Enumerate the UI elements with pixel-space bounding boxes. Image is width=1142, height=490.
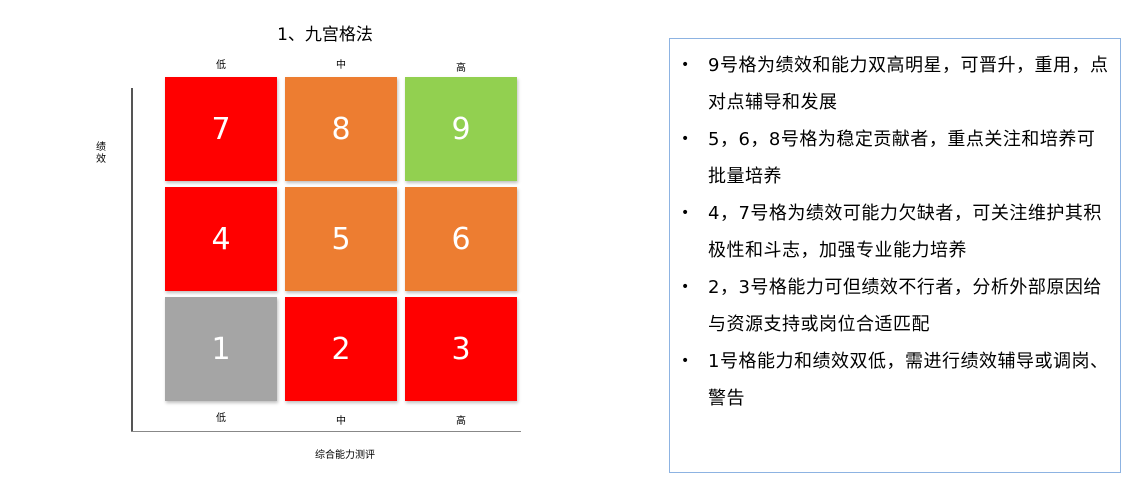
top-label-high: 高 bbox=[456, 63, 466, 74]
x-axis-label: 综合能力测评 bbox=[315, 450, 375, 461]
y-axis-label: 绩效 bbox=[96, 142, 106, 165]
grid-cell-1: 1 bbox=[165, 297, 277, 401]
grid-cell-8: 8 bbox=[285, 77, 397, 181]
bullet-item: 2，3号格能力可但绩效不行者，分析外部原因给与资源支持或岗位合适匹配 bbox=[681, 269, 1110, 343]
grid-cell-5: 5 bbox=[285, 187, 397, 291]
explanation-box: 9号格为绩效和能力双高明星，可晋升，重用，点对点辅导和发展 5，6，8号格为稳定… bbox=[669, 38, 1121, 473]
bullet-item: 4，7号格为绩效可能力欠缺者，可关注维护其积极性和斗志，加强专业能力培养 bbox=[681, 195, 1110, 269]
bottom-label-mid: 中 bbox=[336, 416, 346, 427]
bullet-item: 1号格能力和绩效双低，需进行绩效辅导或调岗、警告 bbox=[681, 343, 1110, 417]
x-axis-line bbox=[131, 431, 521, 432]
bullet-item: 5，6，8号格为稳定贡献者，重点关注和培养可批量培养 bbox=[681, 121, 1110, 195]
top-label-mid: 中 bbox=[336, 60, 346, 71]
grid-cell-3: 3 bbox=[405, 297, 517, 401]
grid-cell-7: 7 bbox=[165, 77, 277, 181]
top-label-low: 低 bbox=[216, 60, 226, 71]
y-axis-line bbox=[131, 88, 133, 432]
grid-cell-2: 2 bbox=[285, 297, 397, 401]
diagram-title: 1、九宫格法 bbox=[277, 25, 373, 45]
grid-cell-6: 6 bbox=[405, 187, 517, 291]
bottom-label-high: 高 bbox=[456, 416, 466, 427]
bullet-item: 9号格为绩效和能力双高明星，可晋升，重用，点对点辅导和发展 bbox=[681, 47, 1110, 121]
grid-cell-4: 4 bbox=[165, 187, 277, 291]
bottom-label-low: 低 bbox=[216, 413, 226, 424]
grid-cell-9: 9 bbox=[405, 77, 517, 181]
